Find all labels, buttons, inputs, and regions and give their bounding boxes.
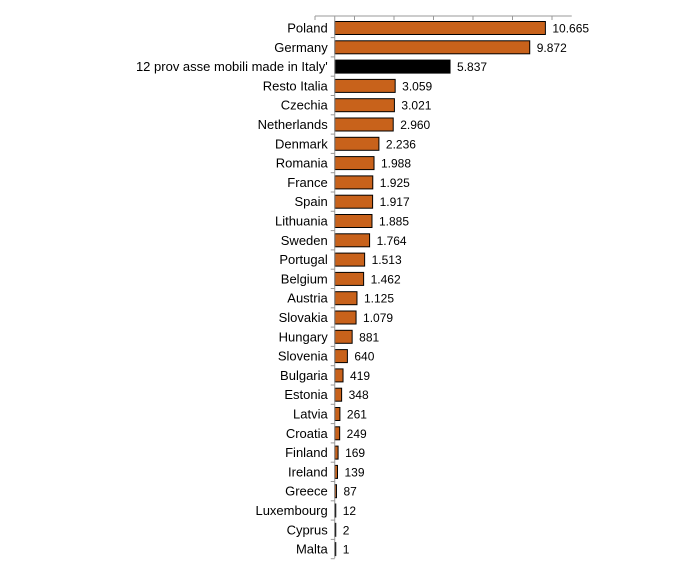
data-label: 1 — [343, 543, 350, 557]
category-label: Cyprus — [287, 522, 329, 537]
data-label: 87 — [343, 485, 357, 499]
category-label: Romania — [276, 156, 329, 171]
data-label: 1.925 — [380, 176, 410, 190]
category-labels-group: Poland Germany 12 prov asse mobili made in… — [136, 21, 329, 557]
category-label: Belgium — [281, 271, 328, 286]
category-label: Estonia — [284, 387, 328, 402]
bar — [334, 271, 365, 286]
category-label: Czechia — [281, 98, 329, 113]
bar — [334, 175, 374, 190]
data-label: 1.988 — [381, 157, 411, 171]
data-label: 2.960 — [400, 118, 430, 132]
data-label: 249 — [347, 427, 367, 441]
category-label: Resto Italia — [263, 78, 329, 93]
bar — [334, 214, 373, 228]
data-label: 9.872 — [537, 41, 567, 55]
bar — [334, 117, 394, 132]
data-label: 139 — [344, 465, 364, 479]
data-label: 1.462 — [371, 272, 401, 286]
category-label: Latvia — [293, 407, 328, 422]
category-label: Greece — [285, 484, 328, 499]
category-label: Netherlands — [258, 117, 329, 132]
data-label: 2.236 — [386, 137, 416, 151]
bar — [334, 136, 380, 151]
data-label: 1.125 — [364, 292, 394, 306]
category-label: Portugal — [279, 252, 328, 267]
category-label: Croatia — [286, 426, 329, 441]
bar — [334, 252, 366, 267]
category-label: Malta — [296, 542, 329, 557]
data-label: 12 — [343, 504, 357, 518]
category-label: Finland — [285, 445, 328, 460]
bar — [334, 59, 451, 74]
data-label: 261 — [347, 408, 367, 422]
data-label: 640 — [354, 350, 374, 364]
bar — [334, 426, 341, 441]
data-label: 1.885 — [379, 215, 409, 229]
category-label: Poland — [287, 21, 327, 36]
category-label: Hungary — [279, 329, 329, 344]
category-label: Lithuania — [275, 214, 329, 229]
category-label: Denmark — [275, 136, 328, 151]
bar — [334, 98, 395, 113]
data-label: 10.665 — [552, 22, 589, 36]
category-label: Sweden — [281, 233, 328, 248]
bar — [334, 349, 348, 364]
bar — [334, 78, 396, 93]
bar — [334, 387, 343, 402]
category-label: Germany — [274, 40, 328, 55]
category-label: 12 prov asse mobili made in Italy' — [136, 59, 328, 74]
bar — [334, 329, 353, 344]
category-label: Spain — [295, 194, 328, 209]
bar — [334, 445, 339, 460]
bar — [334, 156, 375, 171]
data-label: 5.837 — [457, 60, 487, 74]
data-label: 169 — [345, 446, 365, 460]
bar — [334, 310, 357, 325]
data-label: 419 — [350, 369, 370, 383]
bar — [334, 291, 358, 306]
category-label: Luxembourg — [255, 503, 327, 518]
axis-ticks — [314, 16, 553, 20]
data-label: 348 — [349, 388, 369, 402]
bar — [334, 21, 546, 35]
bars-group — [330, 21, 546, 560]
category-label: Ireland — [288, 464, 328, 479]
value-labels-group: 10.665 9.872 5.837 3.059 3.021 2.960 2.236 1.98… — [343, 22, 590, 557]
bar — [334, 40, 531, 55]
bar — [334, 233, 371, 248]
bar — [334, 407, 341, 421]
data-label: 881 — [359, 330, 379, 344]
category-label: Austria — [287, 291, 328, 306]
category-label: France — [287, 175, 327, 190]
bar — [334, 368, 344, 383]
data-label: 1.764 — [377, 234, 407, 248]
data-label: 3.059 — [402, 79, 432, 93]
data-label: 1.079 — [363, 311, 393, 325]
data-label: 3.021 — [401, 99, 431, 113]
data-label: 1.917 — [380, 195, 410, 209]
data-label: 2 — [343, 523, 350, 537]
category-label: Bulgaria — [280, 368, 328, 383]
data-label: 1.513 — [372, 253, 402, 267]
category-label: Slovenia — [278, 349, 329, 364]
bar — [334, 194, 374, 209]
category-label: Slovakia — [279, 310, 329, 325]
